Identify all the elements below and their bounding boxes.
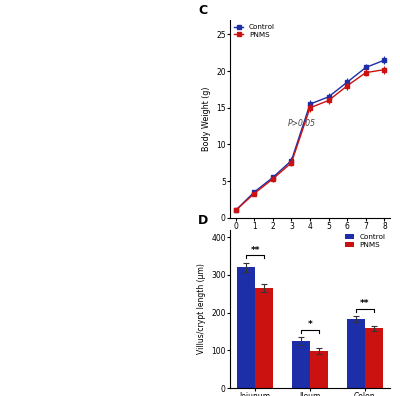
Line: PNMS: PNMS — [234, 68, 386, 213]
Control — [289, 158, 294, 163]
Control — [364, 65, 368, 70]
PNMS — [308, 105, 312, 110]
Control — [308, 102, 312, 107]
Control — [345, 80, 350, 84]
PNMS — [270, 177, 275, 181]
Text: **: ** — [360, 299, 370, 308]
PNMS — [345, 84, 350, 88]
Y-axis label: Villus/crypt length (μm): Villus/crypt length (μm) — [197, 263, 206, 354]
Bar — [347, 319, 365, 388]
Text: C: C — [198, 4, 207, 17]
Control — [233, 208, 238, 213]
PNMS — [233, 208, 238, 213]
Line: Control: Control — [234, 58, 386, 213]
Text: *: * — [308, 320, 312, 329]
Control — [270, 175, 275, 180]
Text: D: D — [198, 214, 208, 227]
Legend: Control, PNMS: Control, PNMS — [344, 233, 386, 248]
Text: P>0.05: P>0.05 — [288, 119, 316, 128]
Legend: Control, PNMS: Control, PNMS — [234, 23, 276, 38]
Bar — [255, 288, 273, 388]
Bar — [365, 329, 383, 388]
Text: **: ** — [250, 246, 260, 255]
PNMS — [252, 191, 256, 196]
PNMS — [289, 160, 294, 165]
PNMS — [364, 70, 368, 75]
Y-axis label: Body Weight (g): Body Weight (g) — [202, 87, 211, 151]
X-axis label: Weeks: Weeks — [296, 236, 324, 246]
Bar — [310, 351, 328, 388]
Control — [252, 190, 256, 194]
Bar — [292, 341, 310, 388]
PNMS — [326, 98, 331, 103]
Control — [382, 58, 387, 63]
Bar — [237, 267, 255, 388]
PNMS — [382, 67, 387, 72]
Control — [326, 94, 331, 99]
